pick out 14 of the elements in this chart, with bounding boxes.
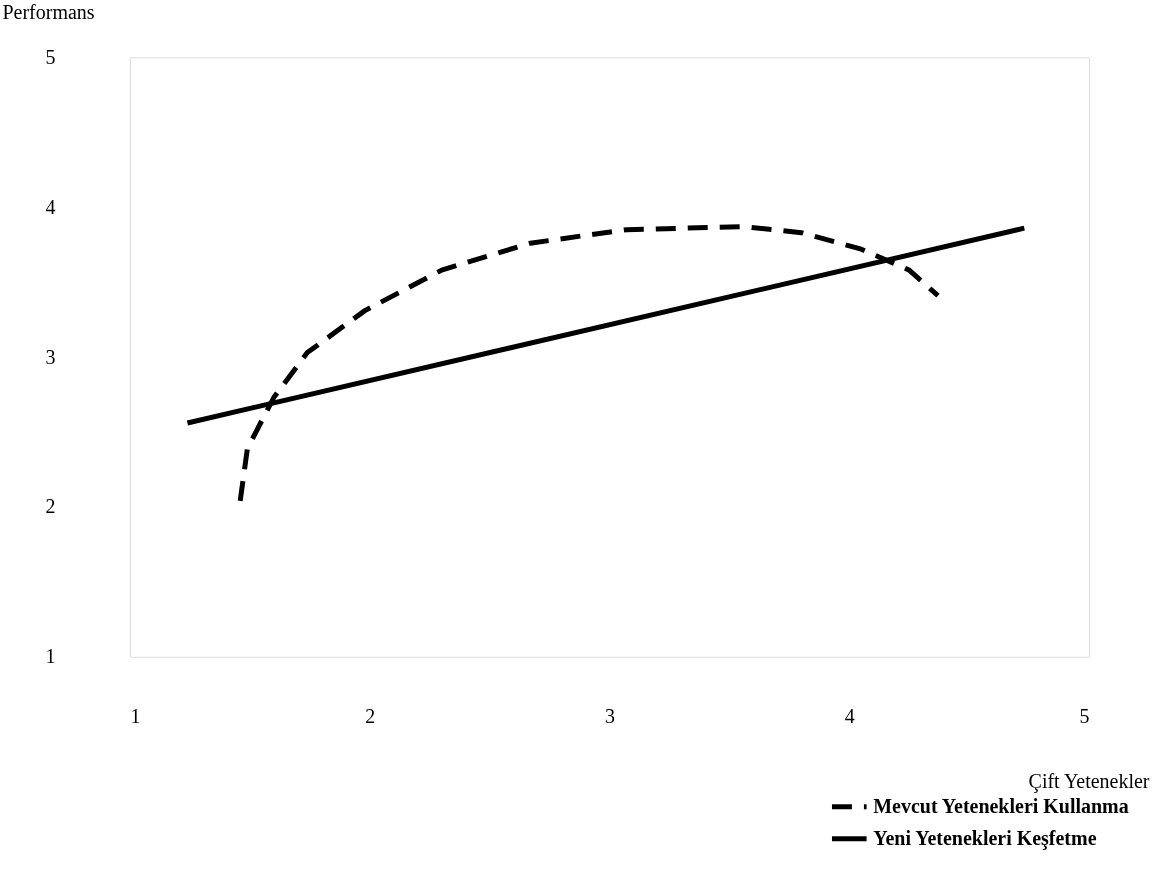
y-tick-label: 1 (45, 645, 56, 668)
y-tick-label: 4 (45, 195, 56, 218)
y-tick-label: 2 (45, 495, 56, 518)
x-tick-label: 4 (844, 705, 855, 728)
x-tick-label: 3 (604, 705, 615, 728)
x-tick-label: 5 (1079, 705, 1090, 728)
x-tick-label: 2 (365, 705, 376, 728)
y-tick-label: 5 (45, 45, 56, 68)
y-tick-label: 3 (45, 345, 56, 368)
legend-label: Yeni Yetenekleri Keşfetme (873, 826, 1097, 850)
y-axis-title: Performans (2, 0, 95, 23)
legend-label: Mevcut Yetenekleri Kullanma (873, 794, 1129, 817)
x-axis-title: Çift Yetenekler (1028, 770, 1150, 794)
x-tick-label: 1 (130, 705, 141, 728)
